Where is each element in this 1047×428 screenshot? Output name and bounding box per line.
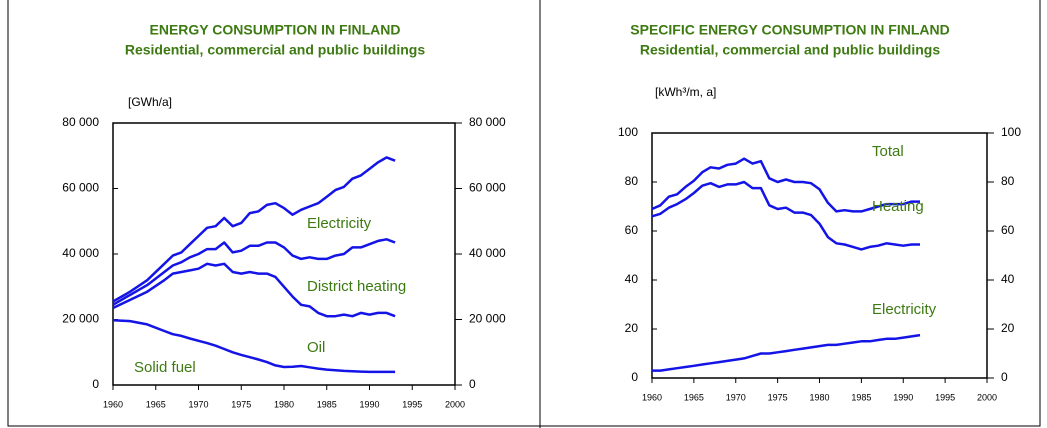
y2-tick-label: 40 bbox=[1001, 272, 1015, 286]
x-tick-label: 1970 bbox=[726, 392, 746, 402]
y2-tick-label: 0 bbox=[1001, 370, 1008, 384]
y2-tick-label: 20 bbox=[1001, 321, 1015, 335]
series-label: Heating bbox=[872, 198, 924, 215]
series-line bbox=[112, 262, 396, 318]
x-tick-label: 1995 bbox=[935, 392, 955, 402]
series-label: Oil bbox=[307, 339, 325, 356]
chart-title: SPECIFIC ENERGY CONSUMPTION IN FINLAND bbox=[630, 22, 949, 38]
series-line bbox=[651, 180, 920, 251]
y-tick-label: 60 bbox=[625, 223, 639, 237]
series-line bbox=[652, 333, 921, 372]
y2-tick-label: 40 000 bbox=[469, 246, 506, 260]
x-tick-label: 1965 bbox=[146, 399, 166, 409]
x-tick-label: 1980 bbox=[809, 392, 829, 402]
y-tick-label: 80 bbox=[625, 174, 639, 188]
chart-title: ENERGY CONSUMPTION IN FINLAND bbox=[150, 22, 401, 38]
x-tick-label: 1990 bbox=[893, 392, 913, 402]
y2-tick-label: 100 bbox=[1001, 125, 1021, 139]
y-tick-label: 40 bbox=[625, 272, 639, 286]
y2-tick-label: 80 000 bbox=[469, 115, 506, 129]
y-tick-label: 0 bbox=[631, 370, 638, 384]
x-tick-label: 1985 bbox=[317, 399, 337, 409]
frame bbox=[7, 0, 1041, 427]
x-tick-label: 1975 bbox=[768, 392, 788, 402]
plot-frame bbox=[112, 122, 456, 386]
y-tick-label: 20 000 bbox=[62, 312, 99, 326]
series-label: District heating bbox=[307, 278, 406, 295]
x-tick-label: 1975 bbox=[231, 399, 251, 409]
x-tick-label: 1960 bbox=[642, 392, 662, 402]
x-tick-label: 1965 bbox=[684, 392, 704, 402]
series-line bbox=[112, 156, 396, 303]
y-axis-unit: [kWh³/m, a] bbox=[655, 85, 716, 99]
x-tick-label: 1985 bbox=[851, 392, 871, 402]
chart-subtitle: Residential, commercial and public build… bbox=[640, 42, 940, 58]
series-line bbox=[651, 157, 920, 213]
x-tick-label: 1990 bbox=[359, 399, 379, 409]
x-tick-label: 1995 bbox=[402, 399, 422, 409]
y-tick-label: 100 bbox=[618, 125, 638, 139]
y2-tick-label: 0 bbox=[469, 377, 476, 391]
plot-frame bbox=[651, 132, 988, 379]
series-label: Electricity bbox=[872, 301, 937, 318]
x-tick-label: 2000 bbox=[445, 399, 465, 409]
x-tick-label: 1980 bbox=[274, 399, 294, 409]
chart-subtitle: Residential, commercial and public build… bbox=[125, 42, 425, 58]
y2-tick-label: 60 000 bbox=[469, 181, 506, 195]
y-tick-label: 0 bbox=[92, 377, 99, 391]
y-axis-unit: [GWh/a] bbox=[128, 95, 172, 109]
series-label: Total bbox=[872, 143, 904, 160]
y2-tick-label: 60 bbox=[1001, 223, 1015, 237]
series-label: Solid fuel bbox=[134, 359, 196, 376]
y2-tick-label: 80 bbox=[1001, 174, 1015, 188]
y-tick-label: 60 000 bbox=[62, 181, 99, 195]
y-tick-label: 80 000 bbox=[62, 115, 99, 129]
x-tick-label: 2000 bbox=[977, 392, 997, 402]
x-tick-label: 1960 bbox=[103, 399, 123, 409]
series-label: Electricity bbox=[307, 215, 372, 232]
y-tick-label: 20 bbox=[625, 321, 639, 335]
x-tick-label: 1970 bbox=[188, 399, 208, 409]
series-line bbox=[112, 318, 396, 374]
y2-tick-label: 20 000 bbox=[469, 312, 506, 326]
series-line bbox=[112, 238, 396, 306]
y-tick-label: 40 000 bbox=[62, 246, 99, 260]
